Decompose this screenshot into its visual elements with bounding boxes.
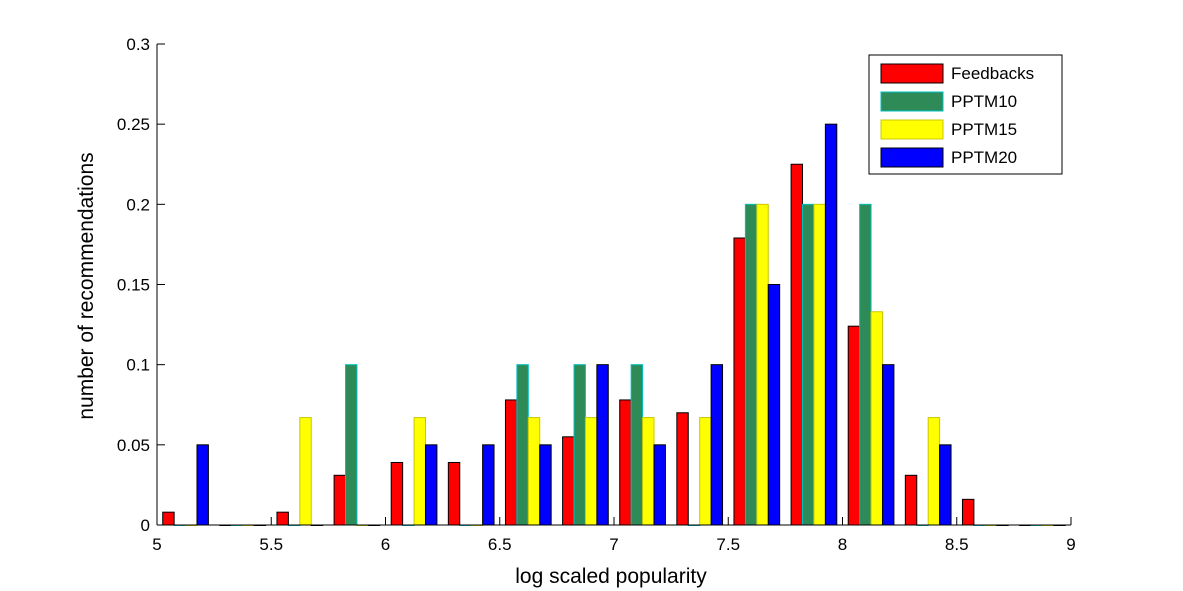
bar-feedbacks-0: [162, 511, 175, 526]
x-tick-label: 6.5: [488, 535, 512, 554]
x-tick-label: 8.5: [945, 535, 969, 554]
bar-pptm20-10: [767, 284, 781, 526]
legend-swatch-pptm20: [880, 147, 944, 168]
bar-pptm15-12: [870, 311, 883, 526]
bar-pptm10-6: [516, 364, 529, 526]
bar-feedbacks-8: [619, 399, 632, 526]
bar-feedbacks-7: [562, 436, 575, 526]
bar-pptm20-5: [482, 444, 495, 526]
bar-pptm10-7: [573, 364, 586, 526]
bar-pptm15-11: [813, 203, 826, 526]
bar-feedbacks-4: [390, 461, 404, 526]
x-axis-title: log scaled popularity: [515, 565, 707, 588]
legend-swatch-pptm10: [880, 91, 944, 112]
x-tick-label: 8: [838, 535, 847, 554]
x-tick-label: 5.5: [259, 535, 283, 554]
bar-feedbacks-12: [847, 325, 861, 526]
bar-pptm20-0: [196, 444, 209, 526]
bar-pptm15-6: [527, 417, 541, 526]
legend-label-pptm20: PPTM20: [951, 148, 1017, 167]
bar-pptm15-2: [299, 417, 312, 526]
bar-pptm15-9: [699, 417, 712, 526]
bar-pptm20-7: [596, 364, 609, 526]
bar-pptm15-10: [756, 203, 769, 526]
bar-pptm20-12: [881, 364, 895, 526]
x-tick-label: 7.5: [716, 535, 740, 554]
bar-feedbacks-5: [447, 461, 461, 526]
bar-feedbacks-14: [961, 498, 975, 526]
legend-swatch-feedbacks: [880, 63, 944, 84]
bar-feedbacks-6: [504, 399, 518, 526]
bar-feedbacks-2: [276, 511, 289, 526]
y-tick-label: 0.25: [117, 115, 150, 134]
bar-pptm10-12: [859, 203, 872, 526]
bar-pptm15-13: [927, 417, 941, 526]
y-tick-label: 0.3: [126, 35, 150, 54]
y-tick-label: 0: [141, 516, 150, 535]
bar-pptm15-4: [413, 417, 426, 526]
bar-pptm10-3: [345, 364, 358, 526]
bar-pptm15-7: [584, 417, 598, 526]
bar-feedbacks-9: [676, 412, 689, 526]
bar-pptm20-8: [653, 444, 666, 526]
bar-feedbacks-11: [790, 163, 804, 526]
y-axis-title: number of recommendations: [75, 152, 98, 419]
legend-label-feedbacks: Feedbacks: [951, 64, 1034, 83]
bar-feedbacks-3: [333, 474, 347, 526]
y-tick-label: 0.2: [126, 195, 150, 214]
x-tick-label: 6: [381, 535, 390, 554]
y-tick-label: 0.15: [117, 276, 150, 295]
bar-feedbacks-13: [904, 474, 918, 526]
bar-feedbacks-10: [733, 237, 746, 526]
bar-pptm10-11: [802, 203, 815, 526]
bar-pptm10-8: [630, 364, 644, 526]
bar-pptm20-9: [710, 364, 724, 526]
bar-pptm10-10: [744, 203, 758, 526]
y-tick-label: 0.05: [117, 436, 150, 455]
x-tick-label: 5: [152, 535, 161, 554]
legend-swatch-pptm15: [880, 119, 944, 140]
x-tick-label: 7: [609, 535, 618, 554]
axes-group: 0 0.05 0.1 0.15 0.2 0.25 0.3 5 5.5 6 6.5 7 7.5 8 8.5 9: [117, 35, 1076, 554]
y-tick-label: 0.1: [126, 356, 150, 375]
legend-label-pptm15: PPTM15: [951, 120, 1017, 139]
bar-pptm20-13: [939, 444, 952, 526]
bar-pptm20-4: [424, 444, 438, 526]
legend-label-pptm10: PPTM10: [951, 92, 1017, 111]
bar-pptm15-8: [642, 417, 655, 526]
bar-pptm20-6: [539, 444, 552, 526]
legend: Feedbacks PPTM10 PPTM15 PPTM20: [868, 54, 1063, 175]
x-tick-label: 9: [1066, 535, 1075, 554]
bar-pptm20-11: [824, 123, 838, 526]
